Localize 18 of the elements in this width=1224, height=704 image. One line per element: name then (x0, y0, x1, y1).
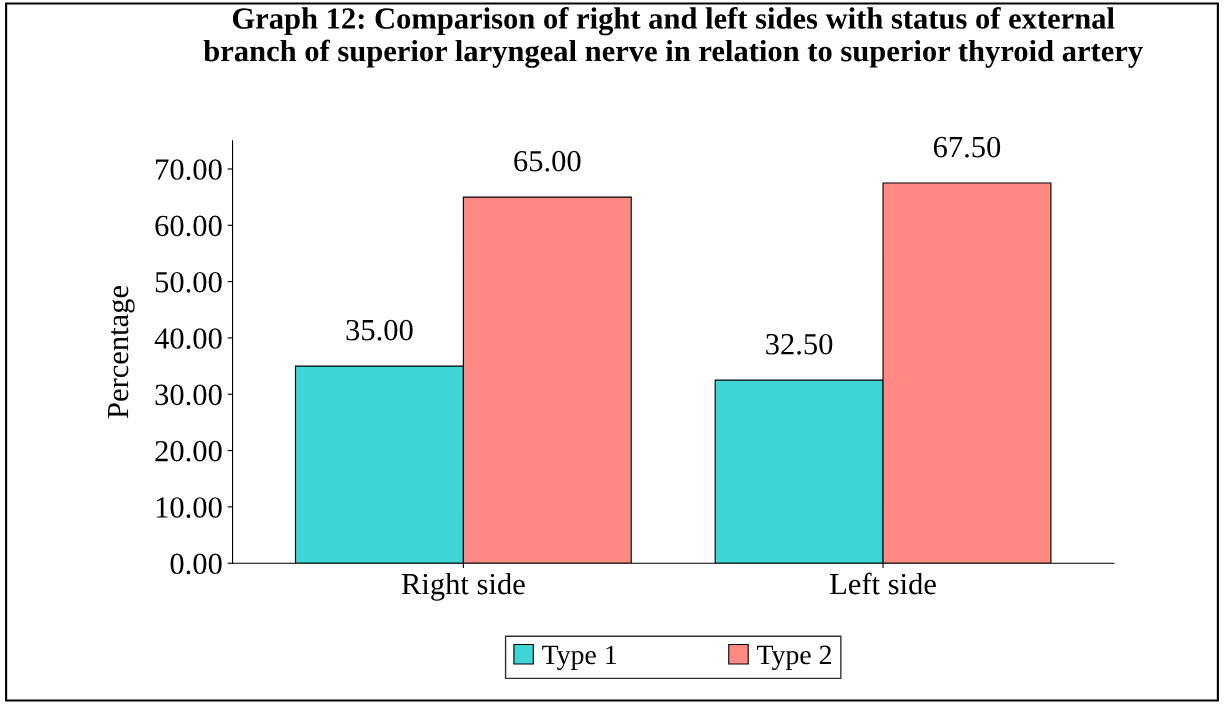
y-tick-label: 40.00 (154, 328, 222, 349)
y-tick-label: 10.00 (156, 497, 222, 518)
legend-label: Type 1 (542, 645, 616, 670)
x-tick-label: Right side (401, 572, 525, 601)
legend-label: Type 2 (757, 645, 831, 670)
y-tick-label: 60.00 (155, 215, 222, 237)
data-label: 32.50 (766, 333, 833, 355)
data-label: 35.00 (346, 319, 413, 341)
x-tick-label: Left side (830, 572, 936, 595)
data-label: 67.50 (933, 136, 1001, 158)
y-tick-label: 20.00 (155, 440, 222, 462)
y-axis-title: Percentage (108, 286, 135, 419)
y-tick-label: 70.00 (156, 159, 222, 180)
chart-title: Graph 12: Comparison of right and left sides with status of external branch of superior laryngeal nerve in relation to superior thyroid artery (203, 7, 1143, 68)
data-label: 65.00 (514, 150, 581, 172)
y-tick-label: 30.00 (155, 384, 222, 406)
y-tick-label: 50.00 (155, 271, 222, 293)
y-tick-label: 0.00 (170, 553, 222, 575)
